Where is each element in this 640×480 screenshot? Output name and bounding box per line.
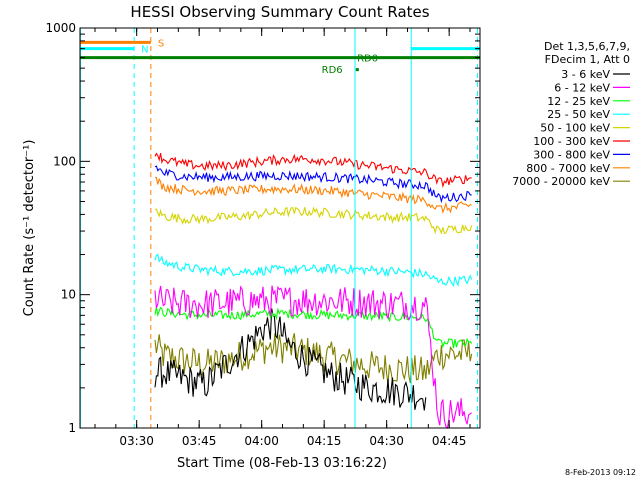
y-tick-label: 1 <box>68 421 76 435</box>
legend-label-12-25kev: 12 - 25 keV <box>547 95 610 108</box>
legend-label-50-100kev: 50 - 100 keV <box>540 122 610 135</box>
x-tick-label: 03:45 <box>182 434 217 448</box>
series-layer <box>154 152 473 430</box>
plot-frame <box>79 27 481 429</box>
x-axis: 03:30 03:45 04:00 04:15 04:30 04:45 <box>94 28 471 448</box>
y-axis-label: Count Rate (s⁻¹ detector⁻¹) <box>22 140 37 317</box>
series-line-50-100kev <box>154 206 473 235</box>
legend-label-800-7000kev: 800 - 7000 keV <box>526 162 610 175</box>
rd6-label: RD6 <box>322 65 343 76</box>
x-tick-label: 04:00 <box>244 434 279 448</box>
x-axis-label: Start Time (08-Feb-13 03:16:22) <box>177 456 387 471</box>
series-line-12-25kev <box>154 306 473 349</box>
footer-date: 8-Feb-2013 09:12 <box>565 468 636 477</box>
legend-header-line-2: FDecim 1, Att 0 <box>545 53 630 66</box>
saa-flag-label: S <box>158 38 164 49</box>
legend-label-25-50kev: 25 - 50 keV <box>547 108 610 121</box>
x-tick-label: 04:15 <box>307 434 342 448</box>
series-line-25-50kev <box>154 253 473 287</box>
series-line-6-12kev <box>154 285 473 430</box>
y-tick-label: 10 <box>61 288 76 302</box>
legend-label-7000-20000kev: 7000 - 20000 keV <box>512 175 610 188</box>
legend-label-3-6kev: 3 - 6 keV <box>561 68 610 81</box>
x-tick-label: 04:45 <box>432 434 467 448</box>
rd0-label: RD0 <box>357 54 378 65</box>
x-tick-label: 04:30 <box>369 434 404 448</box>
series-line-300-800kev <box>154 165 472 204</box>
legend-label-300-800kev: 300 - 800 keV <box>533 148 610 161</box>
y-tick-label: 1000 <box>45 21 76 35</box>
series-line-7000-20000kev <box>154 333 473 384</box>
series-line-3-6kev <box>154 308 427 411</box>
legend-label-6-12kev: 6 - 12 keV <box>554 81 610 94</box>
legend-header-line-1: Det 1,3,5,6,7,9, <box>544 40 630 53</box>
rd6-marker <box>355 68 359 72</box>
y-axis: 1 10 100 1000 <box>45 21 480 435</box>
night-flag-label: N <box>141 45 148 56</box>
chart-title: HESSI Observing Summary Count Rates <box>130 3 429 21</box>
legend-label-100-300kev: 100 - 300 keV <box>533 135 610 148</box>
x-tick-label: 03:30 <box>119 434 154 448</box>
series-line-100-300kev <box>154 152 472 189</box>
series-line-800-7000kev <box>154 176 472 215</box>
legend: Det 1,3,5,6,7,9, FDecim 1, Att 0 3 - 6 k… <box>512 40 630 188</box>
y-tick-label: 100 <box>53 154 76 168</box>
